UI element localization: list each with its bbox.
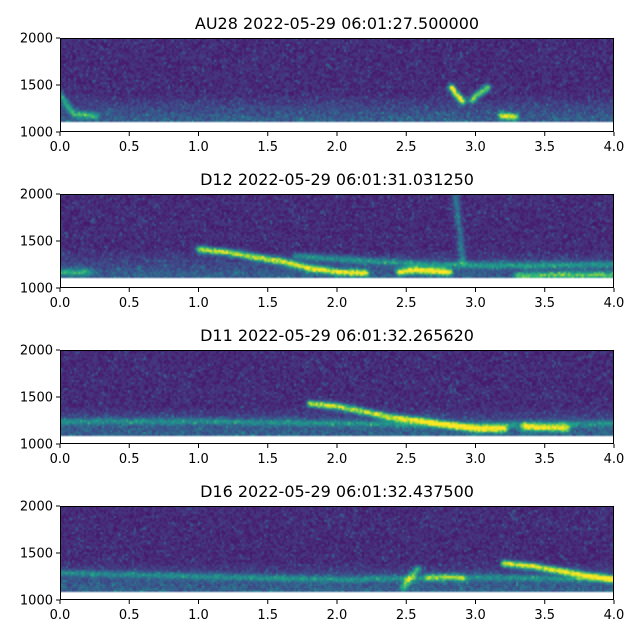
axes-frame	[60, 506, 614, 600]
axes-frame	[60, 350, 614, 444]
x-tick-label: 2.0	[327, 452, 348, 467]
x-tick-label: 3.0	[465, 140, 486, 155]
axes-frame	[60, 194, 614, 288]
x-tick-label: 1.5	[257, 452, 278, 467]
panel-title: D16 2022-05-29 06:01:32.437500	[200, 482, 474, 501]
x-tick-label: 4.0	[604, 296, 625, 311]
panel-title: D12 2022-05-29 06:01:31.031250	[200, 170, 474, 189]
y-tick-label: 1000	[20, 282, 53, 297]
x-tick-label: 0.0	[50, 608, 71, 623]
x-tick-label: 1.5	[257, 140, 278, 155]
x-tick-label: 2.5	[396, 608, 417, 623]
x-tick-label: 3.0	[465, 296, 486, 311]
x-tick-label: 0.0	[50, 452, 71, 467]
x-tick-label: 3.5	[534, 296, 555, 311]
x-tick-label: 3.5	[534, 452, 555, 467]
x-tick-label: 4.0	[604, 140, 625, 155]
x-tick-label: 1.0	[188, 296, 209, 311]
y-tick-label: 1500	[20, 235, 53, 250]
y-tick-label: 1000	[20, 594, 53, 609]
y-tick-label: 1000	[20, 126, 53, 141]
x-tick-label: 0.5	[119, 140, 140, 155]
spectrogram-panel-3: D11 2022-05-29 06:01:32.265620 0.0 0.5 1.0 1…	[20, 326, 624, 467]
spectrogram-image	[60, 38, 614, 132]
x-tick-label: 0.0	[50, 140, 71, 155]
x-tick-label: 4.0	[604, 608, 625, 623]
x-tick-label: 2.0	[327, 140, 348, 155]
spectrogram-image	[60, 350, 614, 444]
spectrogram-panel-1: AU28 2022-05-29 06:01:27.500000 0.0 0.5 1.0…	[20, 14, 624, 155]
y-tick-label: 1500	[20, 79, 53, 94]
spectrogram-panel-2: D12 2022-05-29 06:01:31.031250 0.0 0.5 1.0 1…	[20, 170, 624, 311]
x-tick-label: 4.0	[604, 452, 625, 467]
x-tick-label: 3.0	[465, 452, 486, 467]
x-tick-label: 0.0	[50, 296, 71, 311]
y-tick-label: 1500	[20, 391, 53, 406]
x-tick-label: 0.5	[119, 452, 140, 467]
x-tick-label: 1.0	[188, 452, 209, 467]
x-tick-label: 1.5	[257, 608, 278, 623]
x-tick-label: 2.0	[327, 296, 348, 311]
y-tick-label: 2000	[20, 500, 53, 515]
y-tick-label: 2000	[20, 188, 53, 203]
y-tick-label: 2000	[20, 32, 53, 47]
x-tick-label: 3.5	[534, 140, 555, 155]
y-tick-label: 1000	[20, 438, 53, 453]
spectrogram-panel-4: D16 2022-05-29 06:01:32.437500 0.0 0.5 1.0 1…	[20, 482, 624, 623]
x-tick-label: 0.5	[119, 608, 140, 623]
y-tick-label: 2000	[20, 344, 53, 359]
x-tick-label: 2.0	[327, 608, 348, 623]
x-tick-label: 0.5	[119, 296, 140, 311]
y-tick-label: 1500	[20, 547, 53, 562]
x-tick-label: 2.5	[396, 140, 417, 155]
axes-frame	[60, 38, 614, 132]
spectrogram-image	[60, 506, 614, 600]
spectrogram-image	[60, 194, 614, 288]
x-tick-label: 3.5	[534, 608, 555, 623]
x-tick-label: 1.5	[257, 296, 278, 311]
x-tick-label: 1.0	[188, 140, 209, 155]
x-tick-label: 1.0	[188, 608, 209, 623]
x-tick-label: 2.5	[396, 452, 417, 467]
x-tick-label: 3.0	[465, 608, 486, 623]
panel-title: AU28 2022-05-29 06:01:27.500000	[195, 14, 479, 33]
x-tick-label: 2.5	[396, 296, 417, 311]
panel-title: D11 2022-05-29 06:01:32.265620	[200, 326, 474, 345]
